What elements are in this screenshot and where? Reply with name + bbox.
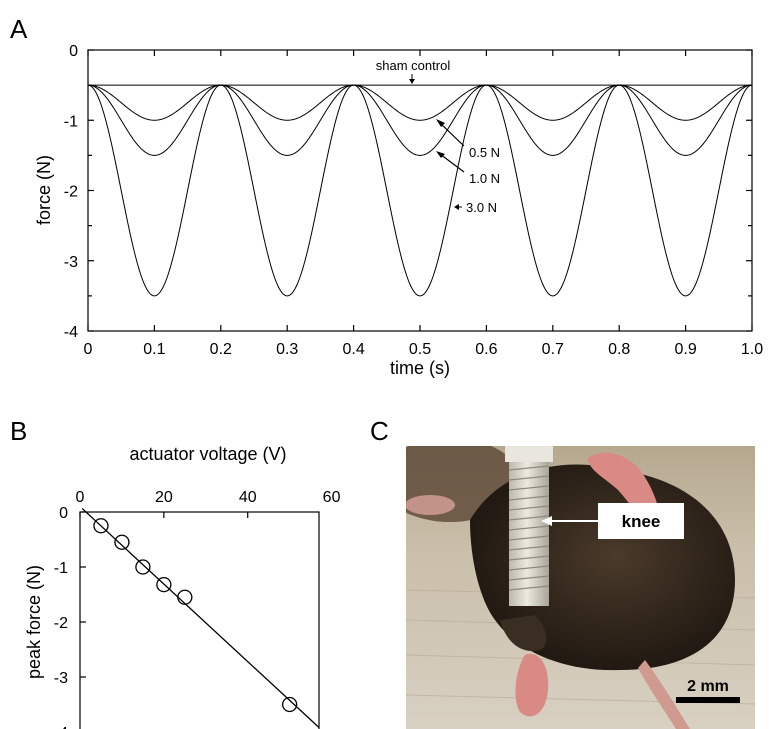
panel-b-y-ticks: 0 -1 -2 -3 -4 [54, 505, 86, 729]
series-line-3-0-n [87, 84, 753, 297]
panel-b-fit-group [81, 507, 320, 728]
y-tick-label: -4 [64, 324, 78, 341]
panel-label-b: B [10, 416, 27, 446]
screw-threads [508, 465, 550, 591]
x-tick-label: 40 [239, 489, 257, 506]
scale-bar-label: 2 mm [687, 678, 729, 695]
arrow-1-0n [439, 153, 465, 173]
annotation-0-5n: 0.5 N [469, 145, 500, 160]
fit-line [81, 507, 320, 728]
x-tick-label: 0.1 [143, 341, 165, 358]
series-line-0-5-n [87, 84, 753, 121]
panel-b-x-ticks: 0 20 40 60 [76, 489, 341, 518]
lower-paw [515, 653, 549, 717]
x-tick-label: 0 [76, 489, 85, 506]
y-tick-label: -1 [54, 560, 68, 577]
knee-label-box [598, 503, 684, 539]
x-tick-label: 0.7 [542, 341, 564, 358]
panel-label-c: C [370, 416, 389, 446]
knee-region [500, 615, 547, 651]
knee-arrowhead [541, 516, 552, 526]
x-tick-label: 0.6 [475, 341, 497, 358]
x-tick-label: 0.5 [409, 341, 431, 358]
arrowhead-sham-control [409, 79, 415, 84]
knee-label: knee [622, 512, 661, 531]
y-tick-label: -1 [64, 113, 78, 130]
x-tick-label: 0.9 [674, 341, 696, 358]
panel-b-chart: 0 20 40 60 0 -1 -2 -3 -4 actuator voltage (V) p… [24, 444, 341, 729]
y-tick-label: -3 [54, 670, 68, 687]
annotation-1-0n: 1.0 N [469, 171, 500, 186]
x-tick-label: 0.8 [608, 341, 630, 358]
y-tick-label: 0 [59, 505, 68, 522]
panel-a-chart: 0 0.1 0.2 0.3 0.4 0.5 0.6 0.7 0.8 0.9 1.0 0 -1 -2 -3 -… [34, 43, 763, 378]
arrowhead-1-0n [436, 151, 445, 158]
panel-a-x-ticks: 0 0.1 0.2 0.3 0.4 0.5 0.6 0.7 0.8 0.9 1.0 [84, 50, 763, 358]
x-tick-label: 0.3 [276, 341, 298, 358]
y-tick-label: 0 [69, 43, 78, 60]
arrow-0-5n [439, 122, 465, 147]
data-point [93, 518, 109, 534]
x-tick-label: 1.0 [741, 341, 763, 358]
y-tick-label: -3 [64, 254, 78, 271]
annotation-sham-control: sham control [376, 58, 451, 73]
panel-a-x-axis-label: time (s) [390, 358, 450, 378]
panel-a-y-axis-label: force (N) [34, 155, 54, 225]
arrowhead-0-5n [436, 119, 445, 127]
background-paw [406, 495, 455, 515]
panel-label-a: A [10, 14, 28, 44]
tail [638, 660, 690, 729]
data-point [114, 534, 130, 550]
panel-a-series-group [87, 84, 753, 297]
x-tick-label: 20 [155, 489, 173, 506]
series-line-1-0-n [87, 84, 753, 156]
y-tick-label: -4 [54, 725, 68, 729]
x-tick-label: 0.2 [210, 341, 232, 358]
data-point [281, 696, 298, 713]
panel-c-photo: knee 2 mm [406, 446, 755, 729]
panel-b-points-group [93, 518, 298, 713]
data-point [177, 589, 193, 605]
x-tick-label: 0.4 [342, 341, 364, 358]
panel-b-x-axis-label: actuator voltage (V) [129, 444, 286, 464]
arrowhead-3-0n [454, 204, 459, 210]
annotation-3-0n: 3.0 N [466, 200, 497, 215]
x-tick-label: 60 [323, 489, 341, 506]
y-tick-label: -2 [54, 615, 68, 632]
data-point [135, 559, 151, 575]
panel-a-y-ticks: 0 -1 -2 -3 -4 [64, 43, 752, 341]
y-tick-label: -2 [64, 184, 78, 201]
data-point [156, 576, 172, 593]
actuator-collar [505, 446, 553, 462]
scale-bar [676, 697, 740, 703]
panel-b-y-axis-label: peak force (N) [24, 565, 44, 679]
x-tick-label: 0 [84, 341, 93, 358]
